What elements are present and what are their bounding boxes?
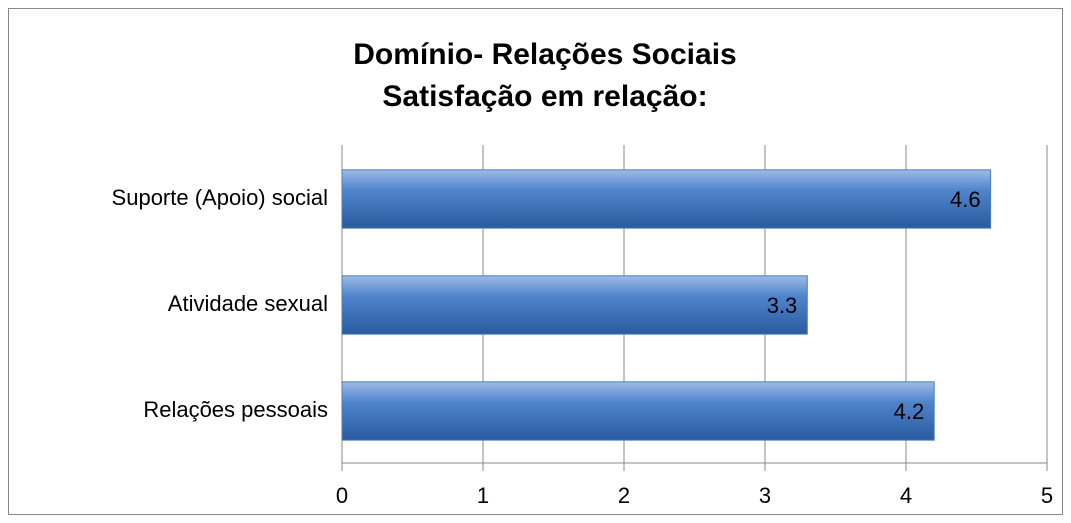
x-tick-label: 3: [759, 483, 771, 508]
x-tick-label: 0: [336, 483, 348, 508]
y-tick-label: Atividade sexual: [168, 291, 328, 316]
x-tick-label: 1: [477, 483, 489, 508]
y-tick-label: Suporte (Apoio) social: [112, 185, 328, 210]
value-label: 4.6: [950, 187, 981, 212]
x-tick-label: 2: [618, 483, 630, 508]
x-tick-label: 5: [1041, 483, 1053, 508]
bar: [341, 381, 935, 441]
value-label: 4.2: [894, 399, 925, 424]
y-tick-label: Relações pessoais: [143, 397, 328, 422]
bar: [341, 169, 992, 229]
chart-title: Domínio- Relações Sociais: [353, 38, 736, 71]
bar: [341, 275, 808, 335]
value-label: 3.3: [767, 293, 798, 318]
x-tick-label: 4: [900, 483, 912, 508]
chart-title: Satisfação em relação:: [382, 80, 707, 113]
